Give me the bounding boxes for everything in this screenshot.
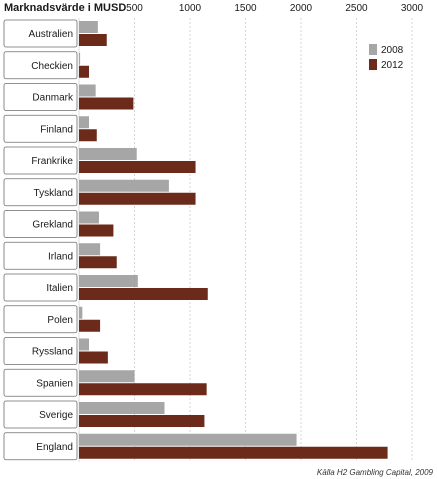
- category-label: Checkien: [31, 61, 73, 72]
- category-row: Danmark: [3, 83, 134, 111]
- category-label: Grekland: [32, 220, 73, 231]
- bar-2008: [79, 275, 138, 287]
- category-label-box: [3, 83, 78, 111]
- bar-2008: [79, 84, 96, 97]
- bar-2012: [79, 446, 388, 459]
- category-label: Irland: [48, 251, 73, 262]
- category-label: Sverige: [39, 410, 73, 421]
- legend: 2008 2012: [369, 44, 404, 71]
- bar-2012: [79, 65, 89, 78]
- x-tick-label: 1000: [179, 3, 202, 14]
- bar-2008: [79, 306, 83, 319]
- category-row: Tyskland: [3, 178, 196, 207]
- category-label: Finland: [40, 124, 73, 135]
- category-label-box: [3, 305, 78, 334]
- category-label-box: [3, 51, 78, 80]
- bar-2012: [79, 256, 117, 269]
- category-row: Australien: [3, 19, 107, 48]
- category-label-box: [3, 19, 78, 48]
- category-label-box: [3, 400, 78, 429]
- category-row: Checkien: [3, 51, 89, 80]
- category-label-box: [3, 210, 78, 238]
- category-label-box: [3, 432, 78, 461]
- x-tick-label: 1500: [234, 3, 257, 14]
- category-label: Tyskland: [34, 188, 73, 199]
- bar-2012: [79, 192, 196, 205]
- category-row: Spanien: [3, 368, 207, 397]
- category-label: Italien: [46, 283, 73, 294]
- category-row: Grekland: [3, 210, 114, 238]
- legend-label: 2008: [381, 45, 404, 56]
- bar-2008: [79, 243, 101, 256]
- category-row: England: [3, 432, 388, 461]
- bar-2012: [79, 224, 114, 237]
- bar-2012: [79, 351, 108, 364]
- x-tick-label: 500: [126, 3, 143, 14]
- category-label: Frankrike: [31, 156, 73, 167]
- category-label-box: [3, 337, 78, 365]
- bar-2008: [79, 179, 169, 192]
- category-row: Italien: [3, 273, 208, 302]
- category-label: Polen: [47, 315, 73, 326]
- category-row: Irland: [3, 241, 117, 270]
- bar-2008: [79, 21, 98, 33]
- category-label: England: [36, 442, 73, 453]
- category-row: Finland: [3, 114, 97, 143]
- bar-2012: [79, 161, 196, 173]
- bar-2008: [79, 211, 99, 224]
- category-row: Ryssland: [3, 337, 108, 365]
- bar-2008: [79, 148, 137, 160]
- category-label: Australien: [29, 29, 73, 40]
- bar-2012: [79, 415, 205, 427]
- bar-2008: [79, 433, 297, 446]
- bar-2008: [79, 402, 165, 414]
- bar-2008: [79, 116, 89, 129]
- chart-title: Marknadsvärde i MUSD: [4, 2, 126, 14]
- bar-2008: [79, 370, 135, 383]
- bar-2012: [79, 97, 134, 110]
- bar-2008: [79, 52, 81, 65]
- bar-2012: [79, 34, 107, 46]
- category-label: Ryssland: [32, 347, 73, 358]
- x-axis-ticks: 500 1000 1500 2000 2500 3000: [126, 3, 423, 14]
- category-label-box: [3, 146, 78, 175]
- category-label-box: [3, 178, 78, 207]
- category-label-box: [3, 114, 78, 143]
- bar-2012: [79, 383, 207, 396]
- legend-swatch: [369, 59, 377, 70]
- category-label: Spanien: [36, 378, 73, 389]
- category-label-box: [3, 368, 78, 397]
- legend-label: 2012: [381, 60, 404, 71]
- category-row: Frankrike: [3, 146, 196, 175]
- legend-swatch: [369, 44, 377, 55]
- bar-2012: [79, 319, 101, 332]
- bar-2012: [79, 288, 208, 300]
- category-label-box: [3, 273, 78, 302]
- category-rows: Australien Checkien Danmark Finland Frankrik…: [3, 19, 388, 461]
- gridlines: [78, 18, 413, 462]
- bar-2008: [79, 338, 89, 351]
- category-row: Polen: [3, 305, 101, 334]
- category-label: Danmark: [32, 93, 74, 104]
- x-tick-label: 3000: [401, 3, 424, 14]
- source-note: Källa H2 Gambling Capital, 2009: [317, 468, 434, 477]
- category-row: Sverige: [3, 400, 205, 429]
- x-tick-label: 2500: [345, 3, 368, 14]
- bar-2012: [79, 129, 97, 142]
- x-tick-label: 2000: [290, 3, 313, 14]
- category-label-box: [3, 241, 78, 270]
